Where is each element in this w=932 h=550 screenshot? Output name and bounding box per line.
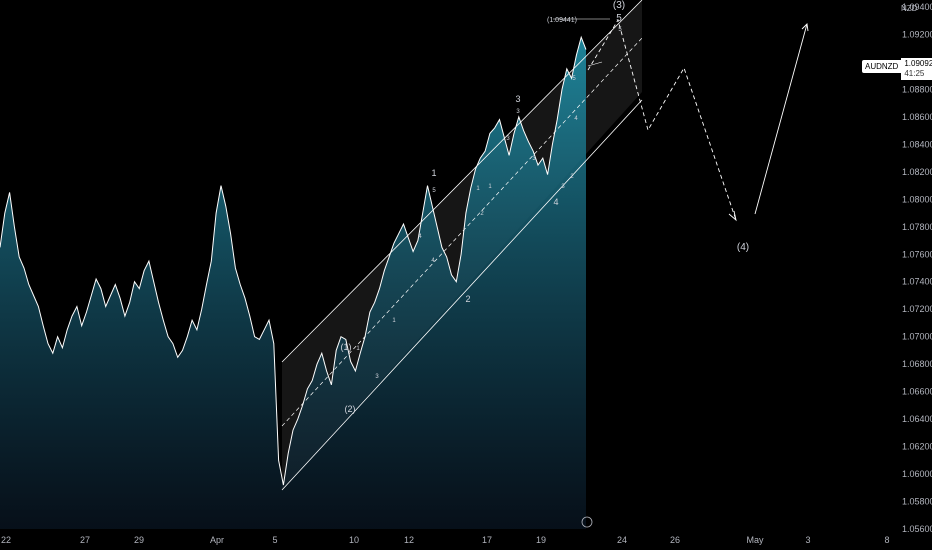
y-tick-label: 1.06600 xyxy=(902,387,932,397)
wave-label: (1) xyxy=(341,342,352,352)
x-tick-label: 17 xyxy=(482,535,492,545)
wave-label: 4 xyxy=(553,197,558,207)
x-tick-label: 12 xyxy=(404,535,414,545)
wave-label: 3 xyxy=(375,374,379,380)
y-tick-label: 1.06200 xyxy=(902,442,932,452)
wave-label: 4 xyxy=(574,116,578,122)
wave-label: 1 xyxy=(488,184,492,190)
wave-label: 3 xyxy=(561,184,565,190)
x-tick-label: 3 xyxy=(805,535,810,545)
channel-lower xyxy=(281,99,643,491)
x-tick-label: 8 xyxy=(884,535,889,545)
channel-upper xyxy=(281,0,643,363)
target-arrow xyxy=(754,23,808,215)
x-tick-label: 19 xyxy=(536,535,546,545)
projection-arrowhead xyxy=(728,210,737,222)
wave-label: 3 xyxy=(506,136,510,142)
wave-label: (4) xyxy=(737,242,749,253)
wave-label: 3 xyxy=(532,156,536,162)
symbol-label: AUDNZD xyxy=(862,60,902,73)
wave-label: 5 xyxy=(432,188,436,194)
wave-label: (3) xyxy=(613,0,625,11)
wave-label: (2) xyxy=(345,404,356,414)
y-tick-label: 1.08800 xyxy=(902,84,932,94)
replay-icon[interactable] xyxy=(581,516,593,528)
x-tick-label: 22 xyxy=(1,535,11,545)
wave-label: 5 xyxy=(572,76,576,82)
y-tick-label: 1.07000 xyxy=(902,332,932,342)
y-tick-label: 1.09200 xyxy=(902,29,932,39)
x-tick-label: 26 xyxy=(670,535,680,545)
wave-label: 1 xyxy=(431,168,436,178)
wave-label: 2 xyxy=(570,174,574,180)
x-tick-label: May xyxy=(746,535,764,545)
price-line xyxy=(0,35,587,486)
y-tick-label: 1.07200 xyxy=(902,304,932,314)
price-annotation: (1.09441) xyxy=(547,17,577,24)
y-tick-label: 1.06000 xyxy=(902,469,932,479)
y-tick-label: 1.08000 xyxy=(902,194,932,204)
wave-label: 5 xyxy=(616,13,622,24)
y-tick-label: 1.06800 xyxy=(902,359,932,369)
wave-label: 3 xyxy=(515,94,520,104)
y-tick-label: 1.05800 xyxy=(902,497,932,507)
x-tick-label: 24 xyxy=(617,535,627,545)
last-price: 1.09092 xyxy=(904,59,932,68)
y-tick-label: 1.07800 xyxy=(902,222,932,232)
x-tick-label: 5 xyxy=(272,535,277,545)
wave-label: 5 xyxy=(618,27,622,33)
y-tick-label: 1.06400 xyxy=(902,414,932,424)
wave-label: 1 xyxy=(476,186,480,192)
x-tick-label: 27 xyxy=(80,535,90,545)
x-tick-label: 10 xyxy=(349,535,359,545)
wave-label: 2 xyxy=(465,294,470,304)
y-tick-label: 1.08600 xyxy=(902,112,932,122)
y-tick-label: 1.05600 xyxy=(902,524,932,534)
last-price-tag: AUDNZD 1.09092 41:25 xyxy=(862,58,932,80)
countdown: 41:25 xyxy=(904,69,925,78)
channel-cap xyxy=(587,61,603,67)
wave-label: 4 xyxy=(431,258,435,264)
wave-label: 1 xyxy=(392,318,396,324)
projection-path xyxy=(587,18,737,221)
wave-label: 4 xyxy=(418,234,422,240)
wave-label: 1 xyxy=(356,346,360,352)
wave-label: 2 xyxy=(480,211,484,217)
target-arrowhead xyxy=(801,23,809,32)
x-tick-label: 29 xyxy=(134,535,144,545)
y-tick-label: 1.08400 xyxy=(902,139,932,149)
currency-label: NZD xyxy=(901,4,918,13)
price-area xyxy=(0,37,586,529)
wave-label: 3 xyxy=(516,109,520,115)
channel-median xyxy=(281,37,643,427)
y-tick-label: 1.09400 xyxy=(902,2,932,12)
y-tick-label: 1.07400 xyxy=(902,277,932,287)
y-tick-label: 1.08200 xyxy=(902,167,932,177)
x-tick-label: Apr xyxy=(210,535,224,545)
y-tick-label: 1.07600 xyxy=(902,249,932,259)
price-value-box: 1.09092 41:25 xyxy=(901,58,932,80)
